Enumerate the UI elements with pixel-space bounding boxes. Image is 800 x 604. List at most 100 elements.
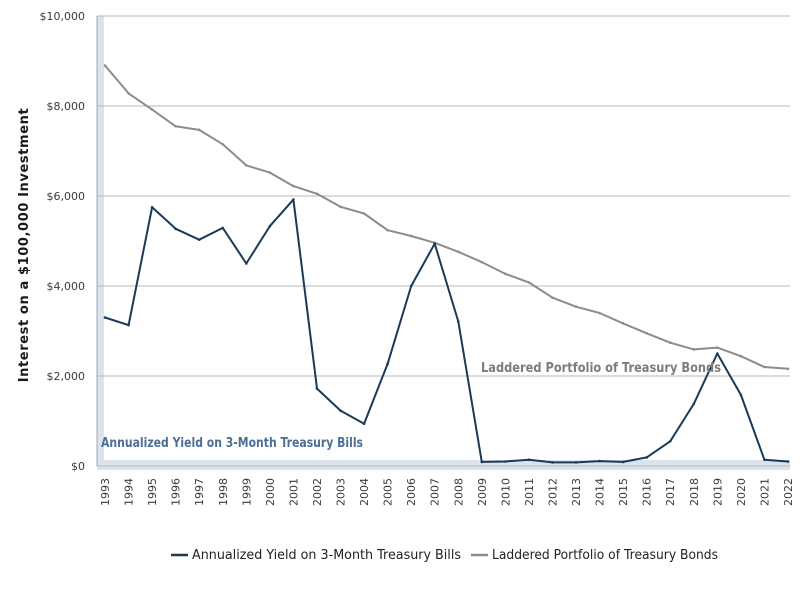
x-tick-label: 2016 xyxy=(641,478,654,506)
data-point-bonds xyxy=(174,124,177,128)
x-tick-label: 2013 xyxy=(570,478,583,506)
plot-area xyxy=(97,16,790,466)
data-point-tbills xyxy=(645,456,648,459)
series-line-tbills xyxy=(104,198,789,464)
x-tick-label: 1998 xyxy=(217,478,230,506)
data-point-tbills xyxy=(527,458,531,462)
data-point-bonds xyxy=(480,260,484,264)
y-tick-label: $4,000 xyxy=(47,280,86,293)
data-point-bonds xyxy=(386,228,389,232)
x-tick-label: 1996 xyxy=(170,478,183,506)
data-point-tbills xyxy=(197,238,201,241)
x-tick-label: 2020 xyxy=(735,478,748,506)
x-tick-label: 2014 xyxy=(594,478,607,506)
x-tick-label: 2012 xyxy=(546,478,559,506)
y-tick-label: $6,000 xyxy=(47,190,86,203)
x-tick-label: 2019 xyxy=(711,478,724,506)
data-point-tbills xyxy=(668,439,672,443)
x-tick-label: 2018 xyxy=(688,478,701,506)
x-tick-label: 2010 xyxy=(499,478,512,506)
legend-item-bonds-label: Laddered Portfolio of Treasury Bonds xyxy=(492,548,718,563)
data-point-tbills xyxy=(786,460,790,463)
data-point-bonds xyxy=(645,331,648,335)
gridlines xyxy=(96,15,790,467)
data-point-bonds xyxy=(692,348,696,351)
data-point-bonds xyxy=(221,142,225,146)
data-point-tbills xyxy=(716,352,719,355)
x-tick-label: 2006 xyxy=(405,478,418,506)
left-axis-band xyxy=(97,16,104,466)
data-point-tbills xyxy=(692,402,696,406)
data-point-bonds xyxy=(621,322,625,325)
bottom-axis-band xyxy=(97,460,790,470)
data-point-tbills xyxy=(268,224,272,228)
x-tick-label: 2002 xyxy=(311,478,324,506)
data-point-bonds xyxy=(574,305,578,309)
x-tick-label: 2015 xyxy=(617,478,630,506)
data-point-tbills xyxy=(504,460,507,463)
data-point-tbills xyxy=(339,409,342,412)
data-point-tbills xyxy=(174,227,177,231)
data-point-bonds xyxy=(527,281,531,284)
x-tick-label: 1997 xyxy=(193,478,206,506)
data-point-tbills xyxy=(480,460,484,464)
data-point-bonds xyxy=(315,192,319,196)
data-point-bonds xyxy=(763,365,766,369)
y-axis-label: Interest on a $100,000 Investment xyxy=(17,108,32,383)
y-axis-ticks: $0 $2,000 $4,000 $6,000 $8,000 $10,000 xyxy=(40,10,86,473)
y-tick-label: $10,000 xyxy=(40,10,86,23)
series-annotations: Laddered Portfolio of Treasury Bonds Annu… xyxy=(101,361,721,451)
data-point-tbills xyxy=(362,422,366,426)
data-point-tbills xyxy=(221,226,225,230)
x-tick-label: 2007 xyxy=(429,478,442,506)
data-point-bonds xyxy=(103,64,107,67)
data-point-bonds xyxy=(739,354,743,358)
data-point-bonds xyxy=(716,346,719,349)
y-tick-label: $2,000 xyxy=(47,370,86,383)
x-tick-label: 2022 xyxy=(782,478,795,506)
x-tick-label: 1999 xyxy=(240,478,253,506)
x-tick-label: 2021 xyxy=(758,478,771,506)
annotation-tbills: Annualized Yield on 3-Month Treasury Bil… xyxy=(101,436,363,451)
data-point-bonds xyxy=(268,171,272,174)
data-point-tbills xyxy=(409,284,413,288)
data-point-tbills xyxy=(315,387,319,390)
x-tick-label: 2004 xyxy=(358,478,371,506)
data-point-bonds xyxy=(245,164,248,167)
data-point-bonds xyxy=(409,234,413,238)
data-point-bonds xyxy=(786,367,790,371)
data-point-tbills xyxy=(598,459,601,463)
data-point-bonds xyxy=(339,205,342,209)
data-point-tbills xyxy=(621,460,625,464)
data-point-tbills xyxy=(551,461,554,464)
series-line-bonds xyxy=(104,64,789,370)
x-axis-ticks: 1993 1994 1995 1996 1997 1998 1999 2000 2001 2002… xyxy=(99,478,795,506)
x-tick-label: 1995 xyxy=(146,478,159,506)
data-point-tbills xyxy=(245,262,248,265)
data-point-tbills xyxy=(739,393,743,397)
x-tick-label: 2011 xyxy=(523,478,536,506)
data-point-tbills xyxy=(433,242,437,245)
data-point-tbills xyxy=(574,461,578,464)
x-tick-label: 1994 xyxy=(123,478,136,506)
x-tick-label: 2001 xyxy=(287,478,300,506)
annotation-bonds: Laddered Portfolio of Treasury Bonds xyxy=(481,361,721,376)
legend[interactable]: Annualized Yield on 3-Month Treasury Bil… xyxy=(171,548,718,563)
data-point-bonds xyxy=(668,341,672,345)
data-point-tbills xyxy=(386,362,389,366)
x-tick-label: 2017 xyxy=(664,478,677,506)
series-lines xyxy=(103,64,790,464)
x-tick-label: 1993 xyxy=(99,478,112,506)
plot-background xyxy=(97,16,790,470)
data-point-bonds xyxy=(292,184,295,188)
x-tick-label: 2008 xyxy=(452,478,465,506)
y-tick-label: $0 xyxy=(71,460,85,473)
y-tick-label: $8,000 xyxy=(47,100,86,113)
data-point-tbills xyxy=(456,320,460,323)
x-tick-label: 2009 xyxy=(476,478,489,506)
data-point-tbills xyxy=(150,205,154,209)
data-point-bonds xyxy=(127,92,130,95)
data-point-bonds xyxy=(504,272,507,276)
